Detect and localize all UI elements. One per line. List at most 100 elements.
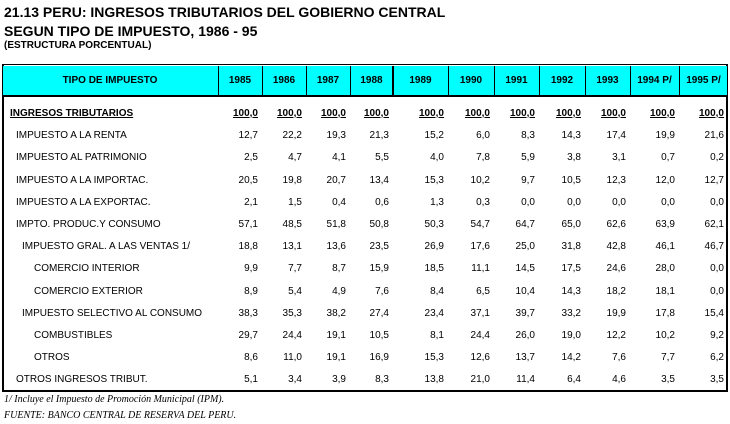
table-cell: 3,5 (710, 374, 724, 386)
table-cell: 13,8 (424, 374, 444, 386)
table-cell: 5,4 (288, 285, 302, 297)
table-cell: 3,5 (661, 374, 675, 386)
table-cell: 17,8 (655, 307, 675, 319)
table-cell: 0,0 (661, 196, 675, 208)
table-cell: 4,9 (332, 285, 346, 297)
table-cell: 12,7 (704, 174, 724, 186)
table-cell: 8,3 (521, 130, 535, 142)
table-cell: 19,9 (655, 130, 675, 142)
table-cell: 14,3 (561, 130, 581, 142)
column-header: 1995 P/ (686, 75, 721, 86)
table-cell: 11,1 (471, 263, 490, 275)
table-cell: 50,8 (369, 219, 389, 230)
table-cell: 19,0 (561, 330, 581, 341)
table-cell: 26,9 (424, 241, 444, 253)
column-header: TIPO DE IMPUESTO (62, 75, 158, 86)
row-label: COMERCIO EXTERIOR (34, 285, 143, 297)
table-cell: 1,5 (288, 196, 302, 208)
table-cell: 13,1 (282, 241, 302, 253)
header-divider (306, 66, 307, 97)
table-cell: 21,0 (470, 374, 490, 386)
table-cell: 14,2 (561, 352, 581, 364)
table-cell: 100,0 (232, 108, 258, 119)
table-cell: 39,7 (515, 307, 535, 319)
row-label: IMPUESTO GRAL. A LAS VENTAS 1/ (22, 241, 191, 253)
header-divider (539, 66, 540, 97)
table-cell: 31,8 (561, 241, 581, 253)
table-cell: 0,0 (612, 196, 626, 208)
table-cell: 20,7 (326, 174, 346, 186)
table-cell: 10,5 (369, 330, 389, 341)
table-cell: 0,0 (521, 196, 535, 208)
table-cell: 100,0 (600, 108, 626, 119)
table-cell: 19,8 (282, 174, 302, 186)
table-cell: 22,2 (282, 130, 302, 142)
table-cell: 64,7 (515, 219, 535, 230)
table-cell: 7,8 (476, 152, 490, 164)
row-label: INGRESOS TRIBUTARIOS (10, 108, 134, 119)
table-cell: 7,6 (375, 285, 389, 297)
table-cell: 19,1 (326, 352, 346, 364)
table-cell: 0,6 (375, 196, 389, 208)
table-cell: 8,9 (244, 285, 258, 297)
table-cell: 18,2 (606, 285, 626, 297)
table-cell: 38,3 (238, 307, 258, 319)
table-cell: 4,1 (332, 152, 346, 164)
table-cell: 7,7 (288, 263, 302, 275)
source: FUENTE: BANCO CENTRAL DE RESERVA DEL PER… (4, 410, 237, 421)
table-cell: 4,0 (430, 152, 444, 164)
header-divider (679, 66, 680, 97)
table-cell: 23,4 (424, 307, 444, 319)
row-label: IMPUESTO A LA EXPORTAC. (16, 196, 151, 208)
table-cell: 0,7 (661, 152, 675, 164)
table-cell: 62,1 (704, 219, 724, 230)
table-cell: 46,7 (704, 241, 724, 253)
column-header: 1989 (409, 75, 432, 86)
table-cell: 10,4 (515, 285, 535, 297)
subtitle: SEGUN TIPO DE IMPUESTO, 1986 - 95 (4, 23, 258, 39)
table-cell: 19,1 (326, 330, 346, 341)
table-cell: 65,0 (561, 219, 581, 230)
table-cell: 21,6 (704, 130, 724, 142)
table-cell: 100,0 (320, 108, 346, 119)
table-cell: 62,6 (606, 219, 626, 230)
column-header: 1994 P/ (637, 75, 672, 86)
row-label: IMPUESTO AL PATRIMONIO (16, 152, 147, 164)
table-cell: 3,4 (288, 374, 302, 386)
table-cell: 13,7 (515, 352, 535, 364)
table-cell: 15,3 (424, 174, 444, 186)
row-label: COMBUSTIBLES (34, 330, 113, 341)
table-cell: 25,0 (515, 241, 535, 253)
table-cell: 15,4 (704, 307, 724, 319)
table-cell: 26,0 (515, 330, 535, 341)
table-cell: 12,3 (606, 174, 626, 186)
table-cell: 0,0 (710, 263, 724, 275)
table-cell: 5,5 (375, 152, 389, 164)
table-cell: 5,9 (521, 152, 535, 164)
table-frame (2, 64, 728, 392)
table-cell: 6,0 (476, 130, 490, 142)
table-cell: 17,6 (470, 241, 490, 253)
table-cell: 37,1 (470, 307, 490, 319)
row-label: OTROS INGRESOS TRIBUT. (16, 374, 148, 386)
table-cell: 0,4 (332, 196, 346, 208)
table-cell: 2,1 (244, 196, 258, 208)
table-cell: 6,2 (710, 352, 724, 364)
table-cell: 54,7 (470, 219, 490, 230)
table-cell: 51,8 (326, 219, 346, 230)
table-cell: 57,1 (238, 219, 258, 230)
table-cell: 0,3 (476, 196, 490, 208)
table-cell: 28,0 (655, 263, 675, 275)
table-cell: 9,2 (710, 330, 724, 341)
table-cell: 48,5 (282, 219, 302, 230)
table-cell: 0,0 (710, 285, 724, 297)
table-cell: 8,4 (430, 285, 444, 297)
table-cell: 20,5 (238, 174, 258, 186)
unit: (ESTRUCTURA PORCENTUAL) (4, 40, 152, 51)
table-cell: 11,4 (516, 374, 535, 386)
table-cell: 27,4 (369, 307, 389, 319)
table-cell: 7,7 (661, 352, 675, 364)
column-header: 1993 (596, 75, 619, 86)
table-cell: 10,2 (655, 330, 675, 341)
